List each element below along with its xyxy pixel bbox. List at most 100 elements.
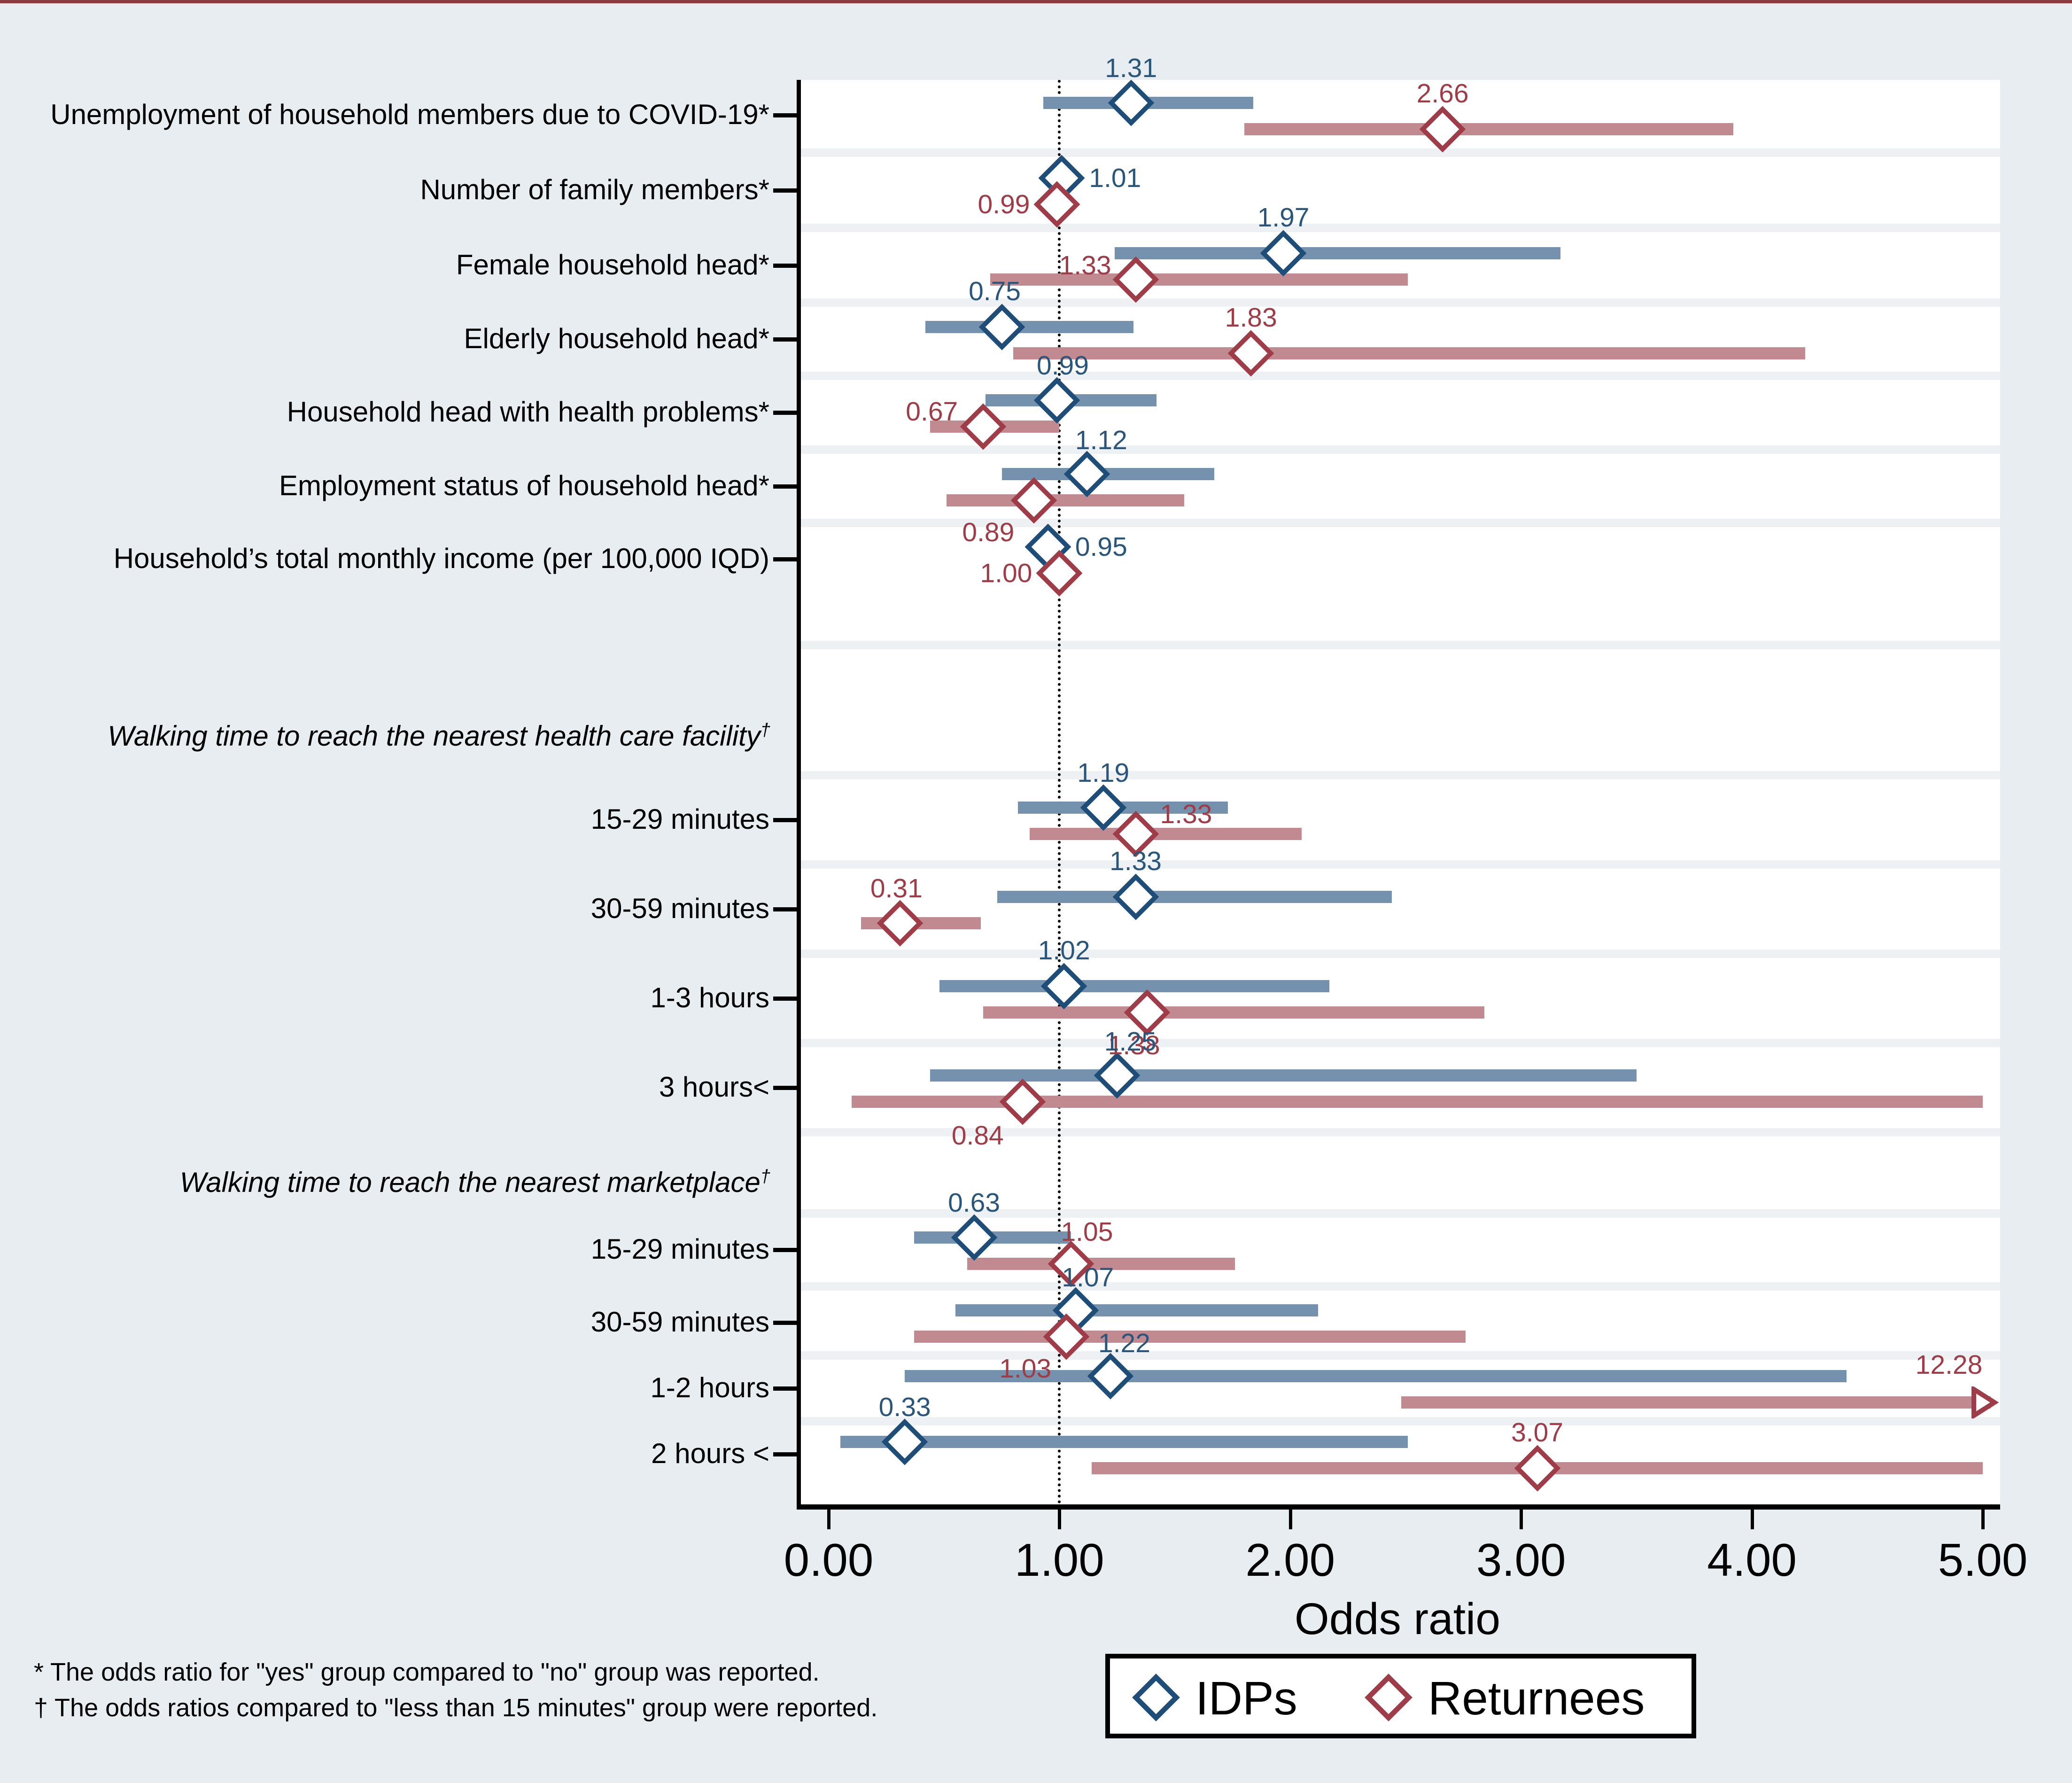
- returnees-ci-bar: [990, 273, 1408, 286]
- returnees-value-label: 1.38: [1108, 1030, 1160, 1060]
- returnees-value-label: 0.31: [870, 873, 923, 903]
- category-label: 2 hours <: [651, 1438, 769, 1469]
- row-band-separator: [799, 148, 2000, 157]
- returnees-ci-bar: [983, 1006, 1484, 1019]
- category-tick: [773, 264, 797, 268]
- idps-ci-bar: [905, 1370, 1847, 1382]
- category-label: 30-59 minutes: [590, 893, 769, 924]
- idps-value-label: 0.99: [1037, 350, 1089, 381]
- idps-ci-bar: [997, 891, 1392, 903]
- row-band-separator: [799, 518, 2000, 527]
- idps-value-label: 1.19: [1077, 758, 1130, 788]
- returnees-ci-bar: [1013, 347, 1805, 359]
- category-tick: [773, 188, 797, 193]
- idps-ci-bar: [840, 1436, 1408, 1448]
- returnees-ci-bar: [1244, 123, 1734, 135]
- returnees-arrow-icon: [1971, 1386, 1999, 1418]
- returnees-value-label: 1.83: [1225, 303, 1277, 333]
- category-label: 1-2 hours: [650, 1372, 769, 1403]
- category-label: Household head with health problems*: [287, 396, 769, 428]
- returnees-value-label: 12.28: [1915, 1350, 1983, 1380]
- category-label: Unemployment of household members due to…: [50, 99, 769, 130]
- category-label: 3 hours<: [659, 1071, 769, 1103]
- category-label: Household’s total monthly income (per 10…: [113, 543, 769, 574]
- idps-value-label: 1.02: [1038, 935, 1090, 965]
- category-tick: [773, 818, 797, 822]
- row-band-separator: [799, 1417, 2000, 1425]
- returnees-value-label: 1.00: [980, 558, 1032, 588]
- category-label: Employment status of household head*: [279, 470, 769, 501]
- x-axis-tick-label: 0.00: [784, 1534, 874, 1586]
- idps-value-label: 0.33: [878, 1392, 931, 1422]
- idps-value-label: 1.33: [1110, 846, 1162, 876]
- category-label: Elderly household head*: [464, 323, 769, 354]
- legend-returnees-label: Returnees: [1428, 1672, 1645, 1725]
- idps-value-label: 0.95: [1075, 532, 1127, 562]
- row-band-separator: [799, 445, 2000, 454]
- x-axis-tick-label: 5.00: [1938, 1534, 2028, 1586]
- category-tick: [773, 1321, 797, 1325]
- idps-ci-bar: [1115, 247, 1560, 259]
- x-axis-tick-label: 1.00: [1015, 1534, 1104, 1586]
- returnees-ci-bar: [946, 494, 1184, 506]
- x-axis-tick: [1981, 1510, 1985, 1529]
- reference-line-or-1: [1058, 80, 1061, 1504]
- row-band-separator: [799, 1039, 2000, 1047]
- x-axis-title: Odds ratio: [1294, 1594, 1501, 1644]
- x-axis-tick-label: 4.00: [1707, 1534, 1797, 1586]
- idps-ci-bar: [939, 980, 1330, 992]
- figure-top-border: [0, 0, 2072, 3]
- returnees-value-label: 1.33: [1160, 799, 1212, 829]
- returnees-ci-bar: [1029, 828, 1302, 840]
- section-header: Walking time to reach the nearest health…: [108, 720, 770, 752]
- x-axis-line: [797, 1504, 2000, 1510]
- section-header: Walking time to reach the nearest market…: [179, 1167, 770, 1198]
- returnees-ci-bar: [914, 1331, 1466, 1343]
- row-band-separator: [799, 224, 2000, 232]
- category-tick: [773, 337, 797, 342]
- row-band-separator: [799, 372, 2000, 380]
- returnees-value-label: 1.33: [1059, 250, 1111, 280]
- category-label: 1-3 hours: [650, 982, 769, 1013]
- returnees-ci-bar: [967, 1258, 1235, 1270]
- category-tick: [773, 484, 797, 489]
- idps-ci-bar: [925, 321, 1133, 333]
- category-tick: [773, 1386, 797, 1391]
- idps-value-label: 1.12: [1075, 425, 1127, 455]
- category-tick: [773, 1452, 797, 1456]
- row-band-separator: [799, 950, 2000, 958]
- idps-ci-bar: [955, 1304, 1318, 1316]
- idps-value-label: 1.22: [1098, 1328, 1150, 1358]
- row-band-separator: [799, 1351, 2000, 1360]
- category-tick: [773, 1086, 797, 1090]
- returnees-value-label: 2.66: [1416, 78, 1469, 109]
- category-tick: [773, 411, 797, 415]
- category-label: 15-29 minutes: [590, 1233, 769, 1265]
- x-axis-tick: [1750, 1510, 1754, 1529]
- category-tick: [773, 997, 797, 1001]
- idps-value-label: 1.25: [1104, 1027, 1156, 1057]
- idps-ci-bar: [930, 1069, 1637, 1082]
- x-axis-tick-label: 3.00: [1476, 1534, 1566, 1586]
- x-axis-tick: [1058, 1510, 1062, 1529]
- category-label: Number of family members*: [420, 174, 769, 205]
- category-label: 30-59 minutes: [590, 1306, 769, 1338]
- idps-value-label: 1.97: [1257, 202, 1310, 233]
- category-tick: [773, 907, 797, 911]
- returnees-value-label: 0.84: [951, 1121, 1004, 1151]
- x-axis-tick: [1520, 1510, 1523, 1529]
- idps-value-label: 0.63: [948, 1188, 1001, 1218]
- legend-idps-label: IDPs: [1195, 1672, 1297, 1725]
- idps-value-label: 1.31: [1105, 53, 1157, 83]
- x-axis-tick: [1288, 1510, 1292, 1529]
- returnees-value-label: 1.03: [999, 1354, 1052, 1384]
- row-band-separator: [799, 1282, 2000, 1291]
- idps-value-label: 1.01: [1089, 163, 1141, 193]
- y-axis-line: [797, 80, 801, 1509]
- idps-value-label: 0.75: [969, 276, 1021, 306]
- row-band-separator: [799, 640, 2000, 649]
- row-band-separator: [799, 1209, 2000, 1218]
- category-tick: [773, 1248, 797, 1252]
- row-band-separator: [799, 1128, 2000, 1137]
